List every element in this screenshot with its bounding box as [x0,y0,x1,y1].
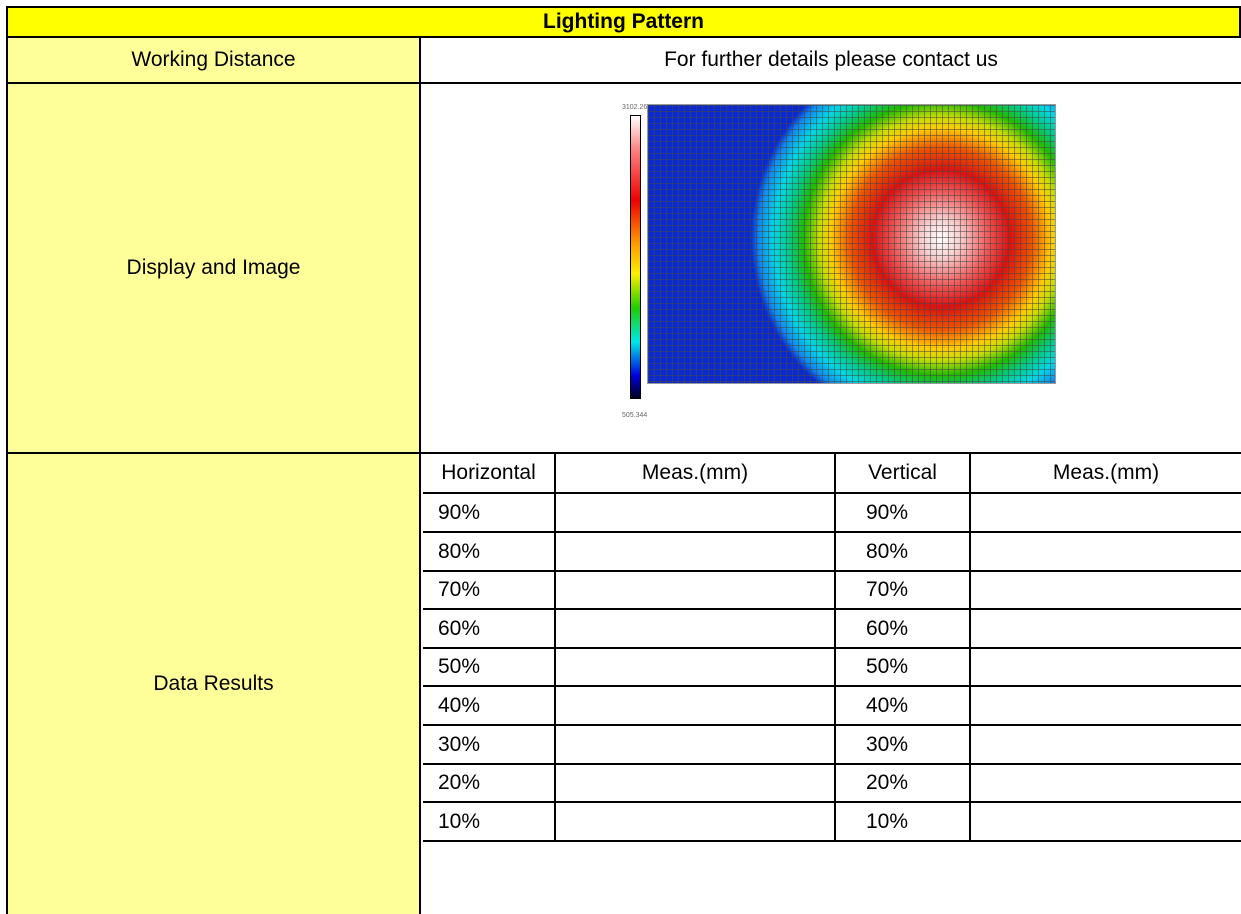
h-meas-cell[interactable] [556,610,834,647]
display-image-label: Display and Image [6,84,421,452]
intensity-heatmap [647,104,1056,384]
working-distance-label: Working Distance [6,38,421,82]
h-meas-cell[interactable] [556,494,834,531]
table-row-line [423,531,1241,533]
colorbar-min-label: 505.344 [622,412,648,419]
horizontal-pct-cell: 40% [438,693,481,717]
working-distance-value[interactable]: For further details please contact us [664,48,998,71]
v-meas-cell[interactable] [971,649,1241,685]
vertical-pct-cell: 30% [866,732,909,756]
vertical-pct-cell: 40% [866,693,909,717]
vertical-pct-cell: 10% [866,809,909,833]
h-meas-cell[interactable] [556,803,834,840]
v-meas-cell[interactable] [971,803,1241,840]
heatmap-grid [648,105,1055,383]
table-row-line [423,724,1241,726]
colorbar [630,115,641,399]
v-meas-cell[interactable] [971,494,1241,531]
row-divider [6,452,1241,454]
sheet-title: Lighting Pattern [6,6,1241,38]
horizontal-pct-cell: 60% [438,616,481,640]
horizontal-pct-cell: 50% [438,655,481,678]
col-header-h-meas: Meas.(mm) [641,461,749,484]
colorbar-max-label: 3102.266 [622,104,652,111]
h-meas-cell[interactable] [556,533,834,570]
table-row-line [423,801,1241,803]
table-row-line [423,608,1241,610]
h-meas-cell[interactable] [556,687,834,724]
v-meas-cell[interactable] [971,533,1241,570]
col-header-v-meas: Meas.(mm) [1052,461,1160,484]
vertical-pct-cell: 20% [866,771,909,794]
col-header-vertical: Vertical [868,461,937,484]
horizontal-pct-cell: 20% [438,771,481,794]
vertical-pct-cell: 50% [866,655,909,678]
table-row-line [423,492,1241,494]
table-row-line [423,763,1241,765]
vertical-pct-cell: 80% [866,539,909,563]
v-meas-cell[interactable] [971,572,1241,608]
lighting-pattern-image: 3102.266 505.344 [598,100,1058,426]
table-row-line [423,570,1241,572]
v-meas-cell[interactable] [971,726,1241,763]
col-header-horizontal: Horizontal [441,461,536,484]
row-divider [6,82,1241,84]
h-meas-cell[interactable] [556,649,834,685]
table-row-line [423,647,1241,649]
horizontal-pct-cell: 90% [438,500,481,524]
v-meas-cell[interactable] [971,610,1241,647]
v-meas-cell[interactable] [971,765,1241,801]
horizontal-pct-cell: 10% [438,809,481,833]
v-meas-cell[interactable] [971,687,1241,724]
horizontal-pct-cell: 70% [438,578,481,601]
horizontal-pct-cell: 30% [438,732,481,756]
horizontal-pct-cell: 80% [438,539,481,563]
table-row-line [423,840,1241,842]
vertical-pct-cell: 60% [866,616,909,640]
table-row-line [423,685,1241,687]
h-meas-cell[interactable] [556,765,834,801]
vertical-pct-cell: 70% [866,578,909,601]
h-meas-cell[interactable] [556,572,834,608]
vertical-pct-cell: 90% [866,500,909,524]
h-meas-cell[interactable] [556,726,834,763]
data-results-label: Data Results [6,454,421,914]
